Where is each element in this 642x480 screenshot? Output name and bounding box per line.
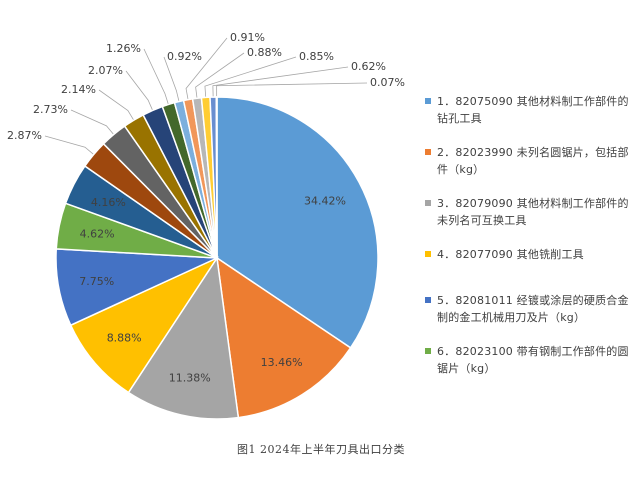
slice-data-label: 0.62%: [351, 60, 386, 73]
slice-data-label: 0.88%: [247, 46, 282, 59]
slice-data-label: 11.38%: [169, 371, 211, 384]
leader-line: [70, 109, 119, 140]
figure-caption: 图1 2024年上半年刀具出口分类: [237, 443, 405, 456]
slice-data-label: 0.85%: [299, 50, 334, 63]
legend-swatch: [425, 149, 431, 155]
pie-slice: [127, 255, 240, 420]
legend-label: 5．82081011 经镀或涂层的硬质合金制的金工机械用刀及片（kg）: [437, 294, 629, 324]
leader-line: [98, 89, 138, 126]
pie-slice: [215, 96, 218, 259]
legend-item: 1．82075090 其他材料制工作部件的钻孔工具: [425, 93, 635, 127]
legend-label: 1．82075090 其他材料制工作部件的钻孔工具: [437, 95, 629, 125]
slice-data-label: 2.73%: [33, 103, 68, 116]
slice-data-label: 13.46%: [261, 356, 303, 369]
leader-line: [185, 37, 228, 107]
legend-label: 4．82077090 其他铣削工具: [437, 248, 584, 261]
legend-swatch: [425, 348, 431, 354]
legend-item: 3．82079090 其他材料制工作部件的未列名可互换工具: [425, 195, 635, 229]
pie-slice: [216, 256, 352, 419]
slice-data-label: 1.26%: [106, 42, 141, 55]
slice-data-label: 0.92%: [167, 50, 202, 63]
legend-swatch: [425, 297, 431, 303]
pie-slice: [216, 96, 379, 349]
legend-item: 6．82023100 带有钢制工作部件的圆锯片（kg）: [425, 343, 635, 377]
slice-data-label: 2.87%: [7, 129, 42, 142]
slice-data-label: 0.91%: [230, 31, 265, 44]
leader-line: [44, 135, 99, 159]
leader-line: [125, 70, 156, 117]
legend-label: 6．82023100 带有钢制工作部件的圆锯片（kg）: [437, 345, 629, 375]
pie-slice: [69, 256, 220, 394]
legend-item: 5．82081011 经镀或涂层的硬质合金制的金工机械用刀及片（kg）: [425, 292, 635, 326]
slice-data-label: 0.07%: [370, 76, 405, 89]
slice-data-label: 34.42%: [304, 194, 346, 207]
slice-data-label: 4.62%: [80, 228, 115, 241]
legend-swatch: [425, 200, 431, 206]
slice-data-label: 7.75%: [79, 275, 114, 288]
slice-data-label: 4.16%: [91, 196, 126, 209]
legend-item: 4．82077090 其他铣削工具: [425, 246, 635, 263]
legend-item: 2．82023990 未列名圆锯片，包括部件（kg）: [425, 144, 635, 178]
legend-swatch: [425, 98, 431, 104]
slice-data-label: 8.88%: [107, 332, 142, 345]
slice-data-label: 2.14%: [61, 83, 96, 96]
leader-line: [163, 56, 181, 108]
legend-label: 3．82079090 其他材料制工作部件的未列名可互换工具: [437, 197, 629, 227]
slice-data-label: 2.07%: [88, 64, 123, 77]
legend-swatch: [425, 251, 431, 257]
legend-label: 2．82023990 未列名圆锯片，包括部件（kg）: [437, 146, 629, 176]
